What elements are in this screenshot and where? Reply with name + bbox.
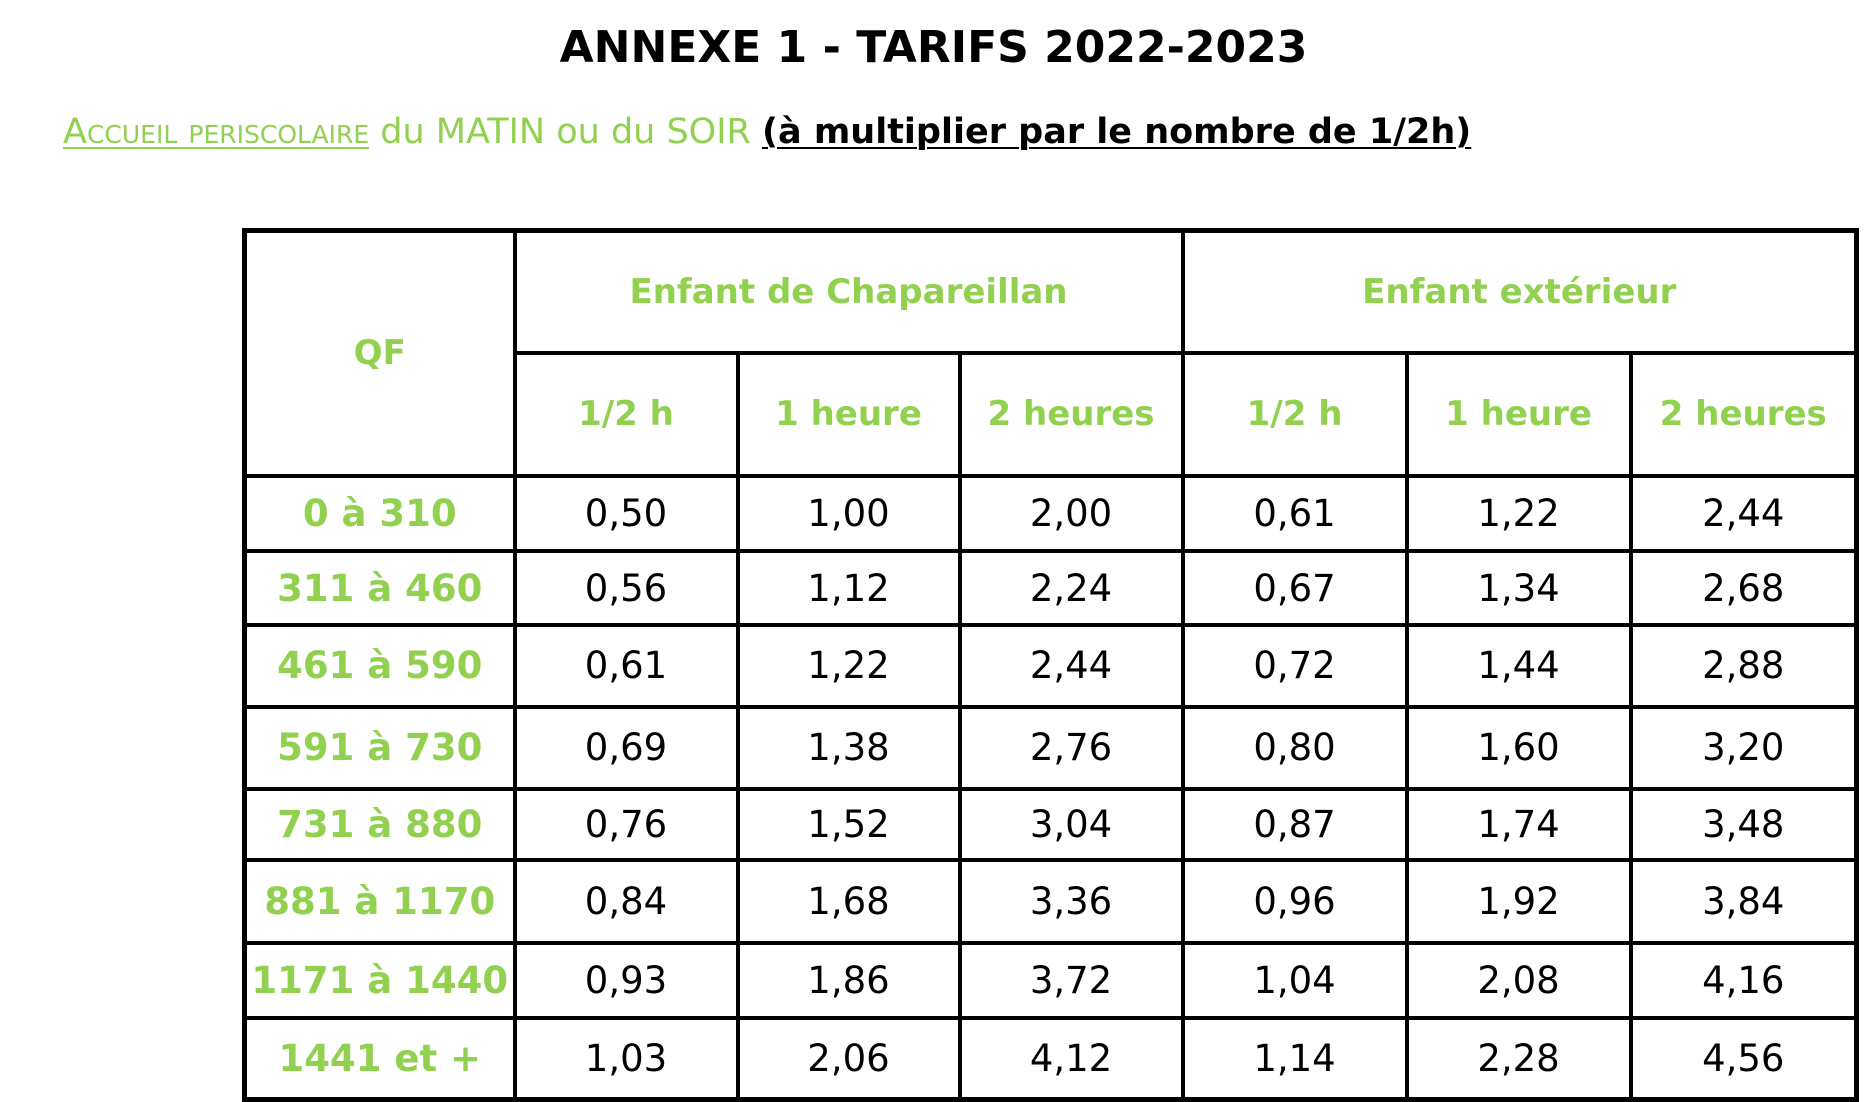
qf-range-cell: 461 à 590 [242,623,517,709]
table-row: 0 à 310 0,50 1,00 2,00 0,61 1,22 2,44 [242,473,1859,554]
price-cell: 1,22 [1404,473,1633,554]
price-cell: 0,72 [1180,623,1409,709]
price-cell: 1,92 [1404,858,1633,945]
subheader-cell: 2 heures [1628,350,1859,478]
price-cell: 3,84 [1628,858,1859,945]
qf-range-cell: 731 à 880 [242,786,517,863]
price-cell: 0,61 [512,623,740,709]
price-cell: 1,44 [1404,623,1633,709]
price-cell: 2,00 [957,473,1185,554]
price-cell: 1,22 [735,623,962,709]
qf-range-cell: 0 à 310 [242,473,517,554]
price-cell: 4,12 [957,1015,1185,1102]
qf-header: QF [242,228,517,478]
price-cell: 1,34 [1404,549,1633,628]
price-cell: 2,08 [1404,941,1633,1020]
price-cell: 0,96 [1180,858,1409,945]
price-cell: 0,67 [1180,549,1409,628]
price-cell: 1,74 [1404,786,1633,863]
price-cell: 0,84 [512,858,740,945]
subtitle-period: du MATIN ou du SOIR [369,112,763,152]
price-cell: 1,52 [735,786,962,863]
header-row-durations: 1/2 h 1 heure 2 heures 1/2 h 1 heure 2 h… [245,350,1859,478]
table-row: 311 à 460 0,56 1,12 2,24 0,67 1,34 2,68 [242,549,1859,628]
price-cell: 1,03 [512,1015,740,1102]
price-cell: 2,88 [1628,623,1859,709]
price-cell: 0,56 [512,549,740,628]
qf-range-cell: 1441 et + [242,1015,517,1102]
subheader-cell: 2 heures [957,350,1185,478]
price-cell: 0,93 [512,941,740,1020]
price-cell: 2,76 [957,704,1185,791]
price-cell: 0,50 [512,473,740,554]
price-cell: 4,56 [1628,1015,1859,1102]
price-cell: 0,61 [1180,473,1409,554]
price-cell: 1,04 [1180,941,1409,1020]
price-cell: 0,69 [512,704,740,791]
document-title: ANNEXE 1 - TARIFS 2022-2023 [559,22,1308,73]
table-row: 591 à 730 0,69 1,38 2,76 0,80 1,60 3,20 [242,704,1859,791]
price-cell: 3,20 [1628,704,1859,791]
subtitle-note: (à multiplier par le nombre de 1/2h) [762,112,1472,152]
table-row: 881 à 1170 0,84 1,68 3,36 0,96 1,92 3,84 [242,858,1859,945]
price-cell: 3,36 [957,858,1185,945]
price-cell: 2,44 [1628,473,1859,554]
price-cell: 1,12 [735,549,962,628]
price-cell: 3,04 [957,786,1185,863]
subtitle: Accueil periscolaire du MATIN ou du SOIR… [63,112,1471,152]
price-cell: 3,72 [957,941,1185,1020]
header-row-groups: QF Enfant de Chapareillan Enfant extérie… [242,228,1859,478]
price-cell: 2,24 [957,549,1185,628]
group-header-exterieur: Enfant extérieur [1180,228,1859,355]
subheader-cell: 1 heure [735,350,962,478]
price-cell: 0,80 [1180,704,1409,791]
tariff-table: QF Enfant de Chapareillan Enfant extérie… [242,228,1860,1102]
subheader-cell: 1/2 h [512,350,740,478]
qf-range-cell: 1171 à 1440 [242,941,517,1020]
price-cell: 1,60 [1404,704,1633,791]
price-cell: 2,44 [957,623,1185,709]
price-cell: 4,16 [1628,941,1859,1020]
price-cell: 0,87 [1180,786,1409,863]
price-cell: 1,68 [735,858,962,945]
price-cell: 1,00 [735,473,962,554]
price-cell: 0,76 [512,786,740,863]
table-row: 1171 à 1440 0,93 1,86 3,72 1,04 2,08 4,1… [242,941,1859,1020]
subheader-cell: 1/2 h [1180,350,1409,478]
table-row: 1441 et + 1,03 2,06 4,12 1,14 2,28 4,56 [242,1015,1859,1102]
qf-range-cell: 881 à 1170 [242,858,517,945]
price-cell: 1,38 [735,704,962,791]
price-cell: 2,68 [1628,549,1859,628]
table-row: 461 à 590 0,61 1,22 2,44 0,72 1,44 2,88 [242,623,1859,709]
group-header-chapareillan: Enfant de Chapareillan [512,228,1185,355]
price-cell: 1,86 [735,941,962,1020]
subtitle-service-name: Accueil periscolaire [63,112,370,152]
subheader-cell: 1 heure [1404,350,1633,478]
price-cell: 2,28 [1404,1015,1633,1102]
price-cell: 1,14 [1180,1015,1409,1102]
price-cell: 2,06 [735,1015,962,1102]
price-cell: 3,48 [1628,786,1859,863]
table-row: 731 à 880 0,76 1,52 3,04 0,87 1,74 3,48 [242,786,1859,863]
qf-range-cell: 311 à 460 [242,549,517,628]
qf-range-cell: 591 à 730 [242,704,517,791]
